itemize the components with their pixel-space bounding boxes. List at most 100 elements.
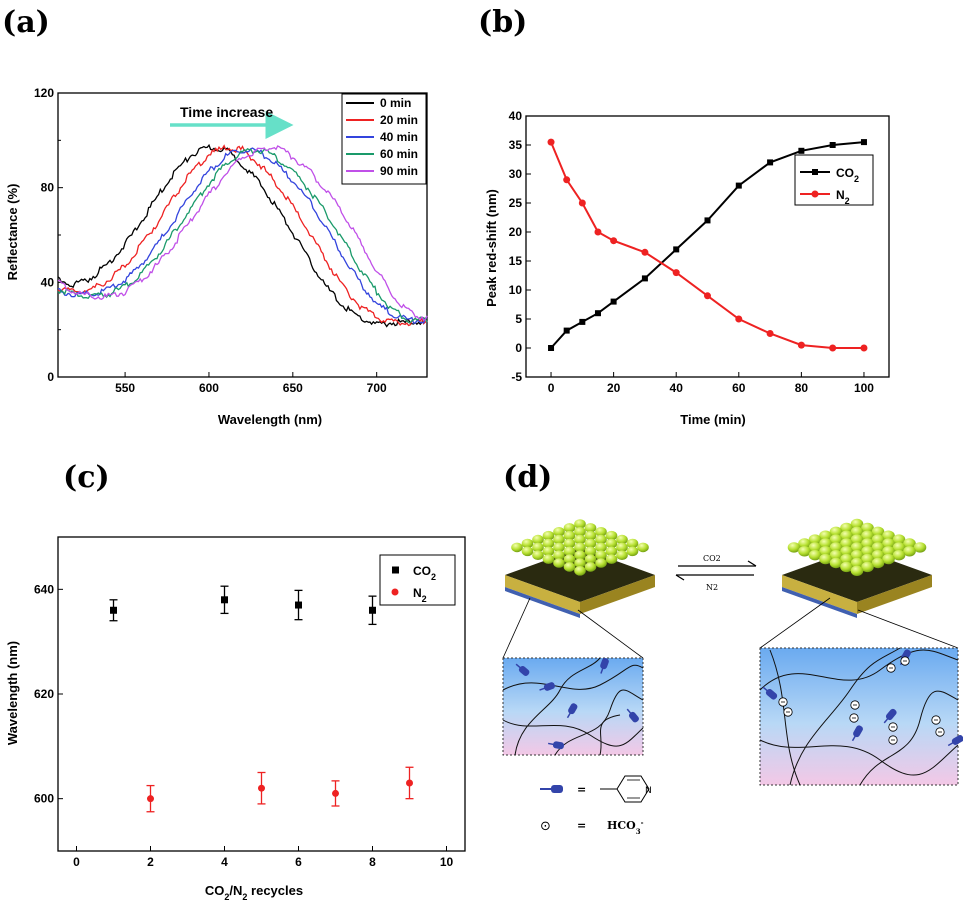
- x-tick-label: 10: [440, 855, 454, 869]
- colloid-sphere: [808, 542, 822, 553]
- x-tick-label: 20: [607, 381, 621, 395]
- colloid-sphere: [871, 542, 885, 553]
- pyridine-group: [600, 658, 609, 674]
- x-tick-label: 40: [670, 381, 684, 395]
- colloid-sphere: [808, 534, 822, 545]
- legend-label-60-min: 60 min: [380, 147, 418, 161]
- colloid-sphere: [882, 538, 895, 549]
- data-point-N: [547, 138, 555, 146]
- chart-reflectance: 550 600 650 700 0 40 80 120 Wavelength (nm) Ref…: [5, 86, 428, 427]
- colloid-sphere: [840, 553, 853, 565]
- colloid-sphere: [626, 538, 639, 549]
- photonic-film-before: [505, 519, 655, 618]
- colloid-sphere: [850, 518, 864, 530]
- y-tick-label: 620: [34, 687, 54, 701]
- colloid-sphere: [829, 557, 843, 569]
- colloid-sphere: [840, 538, 853, 549]
- chart-b-xlabel: Time (min): [680, 412, 746, 427]
- colloid-sphere: [605, 530, 618, 541]
- data-point-N: [829, 344, 837, 352]
- colloid-sphere: [563, 523, 576, 533]
- colloid-sphere: [574, 566, 586, 576]
- chart-a-axes: 550 600 650 700 0 40 80 120: [34, 86, 428, 395]
- time-increase-label: Time increase: [180, 104, 273, 120]
- data-point-N: [332, 789, 339, 797]
- colloid-sphere: [850, 550, 864, 561]
- colloid-sphere: [584, 523, 597, 533]
- pyridine-structure: N: [600, 775, 652, 803]
- colloidal-spheres-right: [787, 518, 927, 576]
- x-tick-label: 6: [295, 855, 302, 869]
- colloid-sphere: [595, 558, 607, 568]
- colloid-sphere: [595, 527, 607, 537]
- colloid-sphere: [574, 550, 586, 560]
- colloid-sphere: [850, 565, 864, 576]
- colloid-sphere: [829, 550, 843, 561]
- chart-b-axes: 0 20 40 60 80 100 -5 0 5 10 15 20 25 30 35 40: [509, 109, 890, 395]
- data-point-CO: [767, 159, 774, 166]
- data-point-CO: [704, 217, 711, 224]
- data-point-CO: [829, 142, 836, 148]
- colloid-sphere: [584, 562, 597, 572]
- data-point-N: [563, 176, 571, 184]
- pyridine-body: [543, 682, 555, 691]
- y-tick-label: 640: [34, 582, 54, 596]
- chart-b-ylabel: Peak red-shift (nm): [484, 189, 499, 307]
- x-tick-label: 550: [115, 381, 135, 395]
- x-tick-label: 0: [548, 381, 555, 395]
- series-line-0-min: [57, 143, 428, 328]
- colloid-sphere: [553, 558, 565, 568]
- schematic-diagram: CO2 N2 =: [502, 518, 963, 836]
- legend-label-CO: CO2: [413, 564, 436, 582]
- x-tick-label: 700: [367, 381, 387, 395]
- pyridine-group: [539, 682, 555, 691]
- colloid-sphere: [574, 558, 586, 568]
- data-point-N: [766, 330, 774, 337]
- colloid-sphere: [892, 534, 906, 545]
- colloid-sphere: [563, 530, 576, 541]
- data-point-CO: [110, 606, 117, 614]
- colloid-sphere: [532, 534, 544, 545]
- colloid-sphere: [829, 534, 843, 545]
- data-point-N: [672, 269, 680, 277]
- bicarbonate-ions: [778, 656, 945, 745]
- legend-marker-CO: [392, 566, 399, 574]
- data-point-CO: [369, 606, 376, 614]
- chart-peak-shift: 0 20 40 60 80 100 -5 0 5 10 15 20 25 30 35 40 Time (min…: [484, 109, 890, 427]
- colloid-sphere: [605, 554, 618, 564]
- pyridine-body: [885, 708, 897, 721]
- data-point-N: [797, 341, 805, 349]
- colloid-sphere: [521, 538, 534, 549]
- colloid-sphere: [637, 542, 649, 553]
- data-point-N: [258, 784, 265, 792]
- colloid-sphere: [787, 542, 801, 553]
- pyridine-group: [548, 741, 565, 750]
- pyridine-body: [951, 735, 963, 745]
- chart-b-series-group: [547, 138, 868, 352]
- pyridine-groups-left: [515, 658, 639, 750]
- series-line-20-min: [57, 144, 428, 327]
- legend-label-20-min: 20 min: [380, 113, 418, 127]
- colloid-sphere: [563, 546, 576, 557]
- pyridine-group: [851, 725, 863, 742]
- data-point-CO: [735, 182, 742, 189]
- pyridine-group: [883, 708, 897, 724]
- schematic-key: = N ⊙ = HCO3-: [540, 775, 652, 836]
- colloid-sphere: [829, 542, 843, 553]
- y-tick-label: 600: [34, 792, 54, 806]
- colloid-sphere: [882, 546, 895, 557]
- x-tick-label: 2: [147, 855, 154, 869]
- data-point-N: [735, 315, 743, 323]
- colloid-sphere: [861, 530, 874, 541]
- chart-c-xlabel: CO2/N2 recycles: [205, 883, 303, 902]
- colloidal-spheres-left: [511, 519, 649, 576]
- colloid-sphere: [861, 522, 874, 534]
- colloid-sphere: [808, 550, 822, 561]
- colloid-sphere: [584, 538, 597, 549]
- colloid-sphere: [574, 519, 586, 529]
- colloid-sphere: [584, 546, 597, 557]
- colloid-sphere: [798, 538, 811, 549]
- colloid-sphere: [521, 546, 534, 557]
- data-point-CO: [295, 601, 302, 609]
- data-point-CO: [798, 147, 805, 154]
